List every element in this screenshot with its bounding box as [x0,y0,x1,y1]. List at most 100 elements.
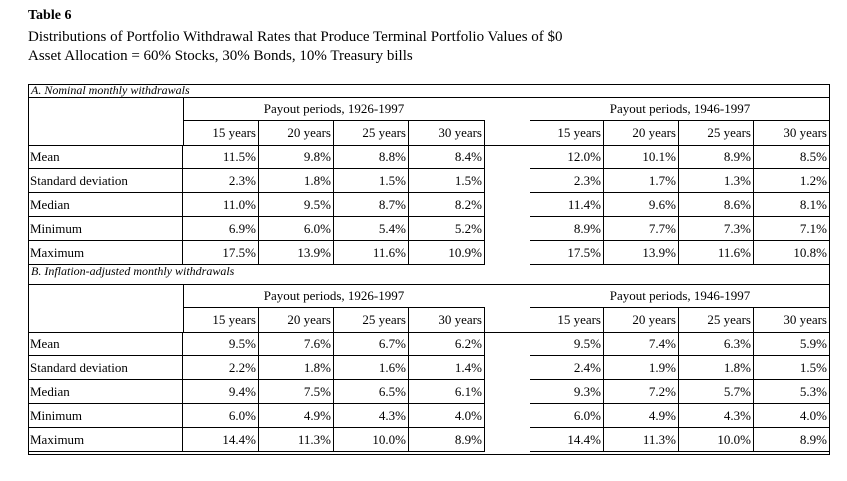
cell-value: 1.3% [679,169,754,193]
cell-value: 7.6% [259,332,334,356]
cell-value: 6.1% [409,380,485,404]
row-label: Median [28,193,183,217]
cell-value: 11.6% [679,241,754,265]
cell-value: 1.5% [334,169,409,193]
rule [183,120,485,121]
cell-value: 1.2% [754,169,830,193]
cell-value: 11.6% [334,241,409,265]
cell-value: 8.9% [530,217,604,241]
cell-value: 17.5% [530,241,604,265]
cell-value: 4.0% [754,404,830,428]
cell-value: 14.4% [530,428,604,452]
cell-value: 1.8% [259,356,334,380]
cell-value: 13.9% [259,241,334,265]
cell-value: 9.5% [183,332,259,356]
column-header: 20 years [259,120,334,145]
cell-value: 7.2% [604,380,679,404]
table-title: Table 6 [28,8,72,23]
group-header: Payout periods, 1946-1997 [609,100,751,116]
subtitle: Asset Allocation = 60% Stocks, 30% Bonds… [28,48,413,64]
cell-value: 1.8% [679,356,754,380]
cell-value: 1.5% [754,356,830,380]
cell-value: 6.7% [334,332,409,356]
cell-value: 10.9% [409,241,485,265]
cell-value: 5.2% [409,217,485,241]
cell-value: 11.0% [183,193,259,217]
rule [530,307,830,308]
cell-value: 6.0% [259,217,334,241]
group-header: Payout periods, 1946-1997 [609,287,751,303]
cell-value: 4.3% [334,404,409,428]
row-label: Standard deviation [28,169,183,193]
cell-value: 10.1% [604,145,679,169]
cell-value: 8.9% [754,428,830,452]
column-header: 30 years [754,307,830,332]
cell-value: 9.3% [530,380,604,404]
cell-value: 4.0% [409,404,485,428]
cell-value: 9.4% [183,380,259,404]
rule [28,97,830,98]
cell-value: 8.9% [679,145,754,169]
cell-value: 6.0% [530,404,604,428]
cell-value: 1.6% [334,356,409,380]
rule [28,145,830,146]
cell-value: 2.4% [530,356,604,380]
column-header: 20 years [604,307,679,332]
cell-value: 17.5% [183,241,259,265]
cell-value: 9.8% [259,145,334,169]
row-label: Standard deviation [28,356,183,380]
cell-value: 9.5% [259,193,334,217]
row-label: Minimum [28,217,183,241]
column-header: 30 years [754,120,830,145]
row-label: Minimum [28,404,183,428]
cell-value: 8.4% [409,145,485,169]
column-header: 15 years [183,120,259,145]
column-header: 15 years [183,307,259,332]
cell-value: 1.4% [409,356,485,380]
row-label: Mean [28,332,183,356]
section-label: A. Nominal monthly withdrawals [31,83,190,97]
row-label: Maximum [28,241,183,265]
cell-value: 11.3% [604,428,679,452]
cell-value: 5.7% [679,380,754,404]
cell-value: 4.9% [259,404,334,428]
cell-value: 1.5% [409,169,485,193]
cell-value: 5.3% [754,380,830,404]
cell-value: 13.9% [604,241,679,265]
cell-value: 14.4% [183,428,259,452]
cell-value: 1.9% [604,356,679,380]
cell-value: 6.2% [409,332,485,356]
rule [530,120,830,121]
column-header: 25 years [334,120,409,145]
cell-value: 7.1% [754,217,830,241]
cell-value: 4.9% [604,404,679,428]
cell-value: 6.5% [334,380,409,404]
column-header: 25 years [679,307,754,332]
cell-value: 9.6% [604,193,679,217]
rule [28,284,830,285]
column-header: 30 years [409,307,485,332]
cell-value: 10.0% [679,428,754,452]
cell-value: 1.7% [604,169,679,193]
column-header: 20 years [604,120,679,145]
cell-value: 6.3% [679,332,754,356]
column-header: 15 years [530,120,604,145]
column-header: 15 years [530,307,604,332]
cell-value: 2.3% [183,169,259,193]
rule [183,284,184,332]
cell-value: 10.0% [334,428,409,452]
subtitle: Distributions of Portfolio Withdrawal Ra… [28,29,563,45]
cell-value: 8.1% [754,193,830,217]
cell-value: 12.0% [530,145,604,169]
section-label: B. Inflation-adjusted monthly withdrawal… [31,264,235,278]
cell-value: 8.6% [679,193,754,217]
row-label: Maximum [28,428,183,452]
rule [28,332,830,333]
cell-value: 2.2% [183,356,259,380]
group-header: Payout periods, 1926-1997 [263,287,405,303]
cell-value: 8.8% [334,145,409,169]
cell-value: 5.4% [334,217,409,241]
column-header: 20 years [259,307,334,332]
cell-value: 11.5% [183,145,259,169]
